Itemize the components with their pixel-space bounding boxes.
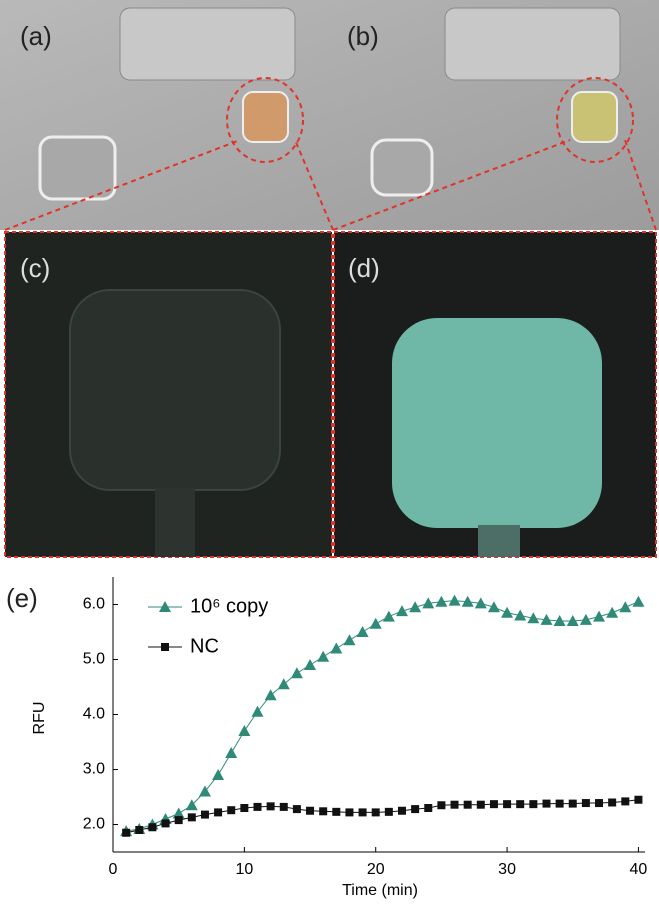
data-point — [345, 808, 353, 816]
data-point — [632, 596, 644, 607]
data-point — [253, 803, 261, 811]
x-tick-label: 0 — [109, 861, 118, 878]
data-point — [385, 808, 393, 816]
data-point — [396, 605, 408, 616]
data-point — [516, 800, 524, 808]
data-point — [398, 807, 406, 815]
data-point — [556, 800, 564, 808]
data-point — [212, 769, 224, 780]
data-point — [582, 799, 590, 807]
y-axis-title: RFU — [31, 702, 48, 735]
data-point — [332, 808, 340, 816]
data-point — [595, 799, 603, 807]
data-point — [280, 803, 288, 811]
data-point — [501, 607, 513, 618]
data-point — [267, 802, 275, 810]
data-point — [291, 667, 303, 678]
data-point — [319, 807, 327, 815]
x-tick-label: 30 — [498, 861, 516, 878]
data-point — [606, 607, 618, 618]
data-point — [411, 805, 419, 813]
x-tick-label: 10 — [235, 861, 253, 878]
panel-label: (e) — [6, 583, 38, 613]
data-point — [409, 601, 421, 612]
data-point — [199, 786, 211, 797]
data-point — [225, 747, 237, 758]
legend-label: NC — [190, 635, 219, 657]
data-point — [359, 808, 367, 816]
data-point — [135, 826, 143, 834]
data-point — [227, 806, 235, 814]
panel-label: (d) — [348, 253, 380, 283]
panel-label: (b) — [347, 21, 379, 51]
data-point — [293, 805, 301, 813]
photo-ab — [0, 0, 659, 230]
data-point — [304, 659, 316, 670]
data-point — [240, 804, 248, 812]
data-point — [370, 618, 382, 629]
data-point — [372, 808, 380, 816]
legend-marker — [161, 643, 169, 651]
data-point — [201, 811, 209, 819]
x-tick-label: 40 — [630, 861, 648, 878]
data-point — [569, 800, 577, 808]
data-point — [188, 813, 196, 821]
data-point — [619, 601, 631, 612]
panel-label: (a) — [20, 21, 52, 51]
data-point — [621, 797, 629, 805]
data-point — [306, 807, 314, 815]
data-point — [330, 643, 342, 654]
data-point — [477, 801, 485, 809]
data-point — [122, 829, 130, 837]
data-point — [503, 800, 511, 808]
y-tick-label: 3.0 — [83, 761, 105, 778]
data-point — [488, 601, 500, 612]
photo-cd — [5, 232, 656, 557]
data-point — [317, 651, 329, 662]
panel-label: (c) — [20, 253, 50, 283]
data-point — [238, 725, 250, 736]
data-point — [214, 808, 222, 816]
x-axis-title: Time (min) — [342, 882, 418, 899]
data-point — [634, 796, 642, 804]
data-point — [449, 595, 461, 606]
data-point — [593, 611, 605, 622]
data-point — [608, 799, 616, 807]
data-point — [529, 800, 537, 808]
y-tick-label: 4.0 — [83, 706, 105, 723]
data-point — [148, 823, 156, 831]
data-point — [357, 626, 369, 637]
data-point — [265, 689, 277, 700]
data-point — [343, 634, 355, 645]
y-tick-label: 2.0 — [83, 816, 105, 833]
figure: (a) (b) (c) (d) (e) Time (min) RFU 2.0 3.… — [0, 0, 659, 902]
data-point — [278, 678, 290, 689]
data-point — [580, 614, 592, 625]
data-point — [251, 706, 263, 717]
data-point — [490, 800, 498, 808]
data-point — [451, 801, 459, 809]
data-point — [175, 816, 183, 824]
legend-label: 10⁶ copy — [190, 595, 268, 617]
y-tick-label: 5.0 — [83, 651, 105, 668]
x-tick-label: 20 — [367, 861, 385, 878]
y-tick-label: 6.0 — [83, 596, 105, 613]
data-point — [464, 801, 472, 809]
data-point — [542, 800, 550, 808]
data-point — [437, 801, 445, 809]
data-point — [383, 611, 395, 622]
data-point — [424, 804, 432, 812]
data-point — [162, 819, 170, 827]
